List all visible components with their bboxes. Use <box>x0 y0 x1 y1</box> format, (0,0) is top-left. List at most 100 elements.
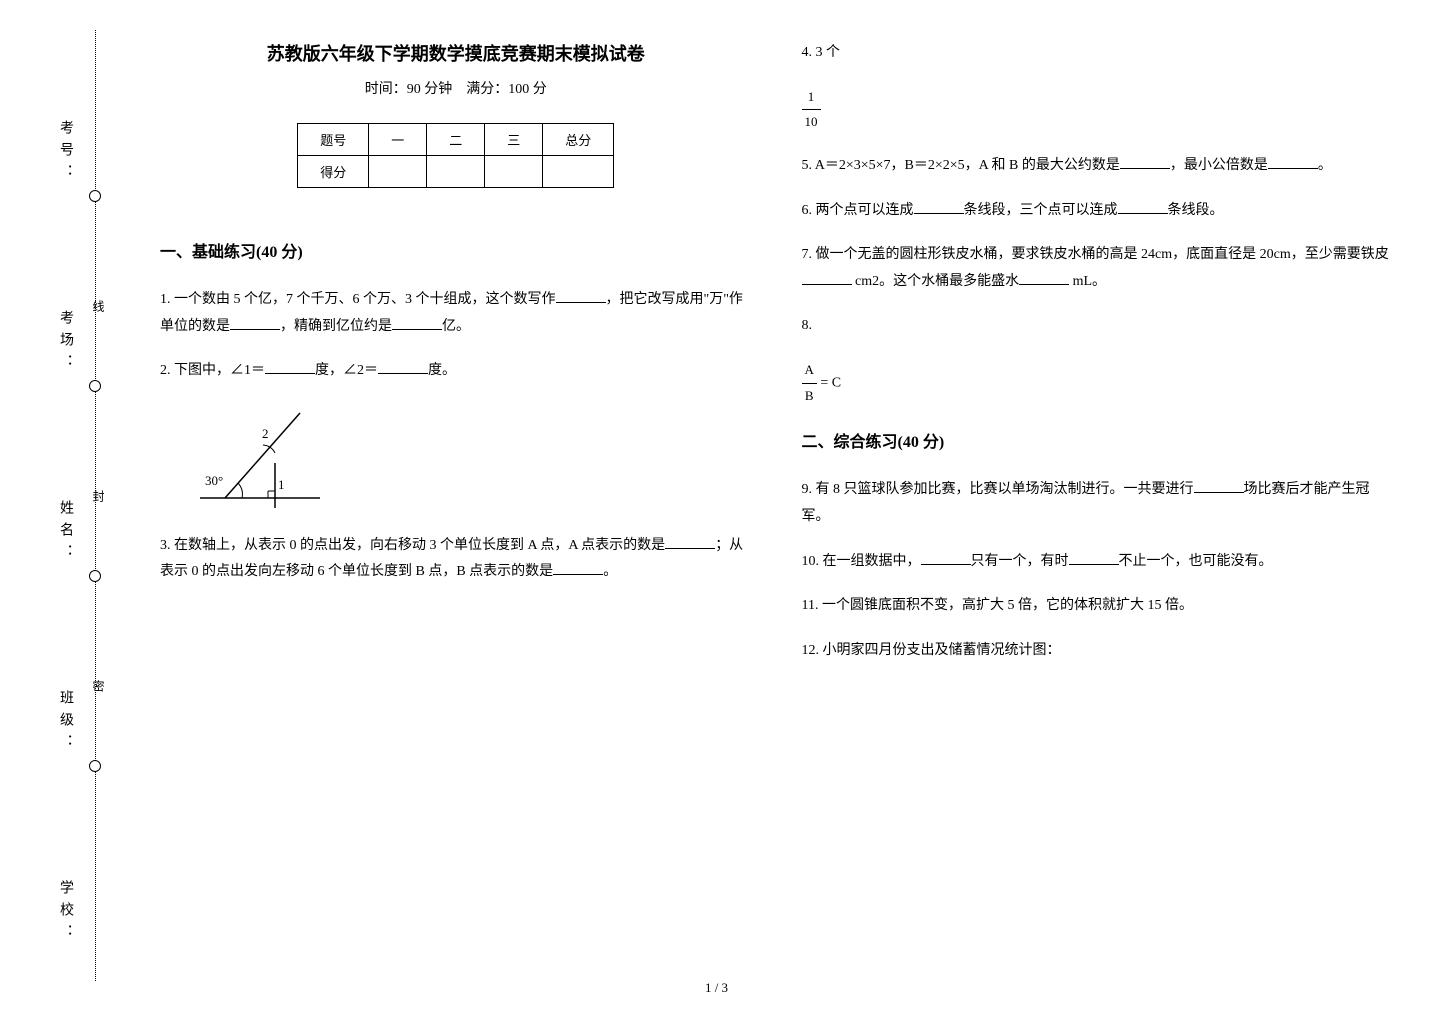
qtext: 。 <box>1318 158 1332 173</box>
seal-char: 封 <box>90 490 107 514</box>
qtext: 做一个无盖的圆柱形铁皮水桶，要求铁皮水桶的高是 24cm，底面直径是 20cm，… <box>816 247 1389 262</box>
blank <box>914 198 964 214</box>
qtext: 下图中，∠1＝ <box>174 363 265 378</box>
qtext: 条线段。 <box>1168 203 1224 218</box>
denominator: B <box>802 384 817 409</box>
td <box>427 156 485 188</box>
qtext: mL。 <box>1069 274 1106 289</box>
left-column: 苏教版六年级下学期数学摸底竞赛期末模拟试卷 时间：90 分钟 满分：100 分 … <box>160 40 752 682</box>
th: 一 <box>369 124 427 156</box>
th: 二 <box>427 124 485 156</box>
th: 三 <box>485 124 543 156</box>
qtext: 两个点可以连成 <box>816 203 914 218</box>
qtext: 一个数由 5 个亿，7 个千万、6 个万、3 个十组成，这个数写作 <box>174 292 556 307</box>
question-11: 11. 一个圆锥底面积不变，高扩大 5 倍，它的体积就扩大 15 倍。 <box>802 593 1394 620</box>
qtext: 只有一个，有时 <box>971 554 1069 569</box>
circle-marker <box>89 570 101 582</box>
question-10: 10. 在一组数据中， 只有一个，有时 不止一个，也可能没有。 <box>802 549 1394 576</box>
question-8-eq: A B = C <box>802 358 1394 408</box>
right-column: 4. 3 个 1 10 5. A＝2×3×5×7，B＝2×2×5，A 和 B 的… <box>802 40 1394 682</box>
page-number: 1 / 3 <box>705 980 728 996</box>
qtext: 3 个 <box>816 45 841 60</box>
circle-marker <box>89 380 101 392</box>
qtext: A＝2×3×5×7，B＝2×2×5，A 和 B 的最大公约数是 <box>815 158 1120 173</box>
table-row: 得分 <box>298 156 614 188</box>
blank <box>1069 549 1119 565</box>
td: 得分 <box>298 156 369 188</box>
field-name: 姓名： <box>55 500 75 566</box>
question-3: 3. 在数轴上，从表示 0 的点出发，向右移动 3 个单位长度到 A 点，A 点… <box>160 533 752 586</box>
th: 总分 <box>543 124 614 156</box>
qnum: 8. <box>802 318 813 333</box>
qtext: 不止一个，也可能没有。 <box>1119 554 1273 569</box>
angle-30: 30° <box>205 473 223 488</box>
field-school: 学校： <box>55 880 75 946</box>
qtext: 在数轴上，从表示 0 的点出发，向右移动 3 个单位长度到 A 点，A 点表示的… <box>174 538 665 553</box>
numerator: 1 <box>802 85 821 111</box>
qtext: 度。 <box>428 363 456 378</box>
qtext: 有 8 只篮球队参加比赛，比赛以单场淘汰制进行。一共要进行 <box>816 482 1194 497</box>
qnum: 4. <box>802 45 813 60</box>
question-5: 5. A＝2×3×5×7，B＝2×2×5，A 和 B 的最大公约数是，最小公倍数… <box>802 153 1394 180</box>
question-4: 4. 3 个 <box>802 40 1394 67</box>
qtext: cm2。这个水桶最多能盛水 <box>852 274 1020 289</box>
qtext: 小明家四月份支出及储蓄情况统计图： <box>823 643 1061 658</box>
question-8: 8. <box>802 313 1394 340</box>
blank <box>230 314 280 330</box>
section1-title: 一、基础练习(40 分) <box>160 238 752 262</box>
td <box>369 156 427 188</box>
angle-diagram: 30° 1 2 <box>190 403 752 518</box>
qnum: 10. <box>802 554 820 569</box>
qtext: 条线段，三个点可以连成 <box>964 203 1118 218</box>
qtext: ，最小公倍数是 <box>1170 158 1268 173</box>
table-row: 题号 一 二 三 总分 <box>298 124 614 156</box>
fraction: 1 10 <box>802 85 821 135</box>
question-2: 2. 下图中，∠1＝度，∠2＝度。 <box>160 358 752 385</box>
question-12: 12. 小明家四月份支出及储蓄情况统计图： <box>802 638 1394 665</box>
qnum: 11. <box>802 598 819 613</box>
qnum: 12. <box>802 643 820 658</box>
blank <box>1019 269 1069 285</box>
circle-marker <box>89 760 101 772</box>
qtext: 在一组数据中， <box>823 554 921 569</box>
angle-1: 1 <box>278 477 285 492</box>
field-class: 班级： <box>55 690 75 756</box>
blank <box>921 549 971 565</box>
field-exam-id: 考号： <box>55 120 75 186</box>
score-table: 题号 一 二 三 总分 得分 <box>297 123 614 188</box>
td <box>485 156 543 188</box>
qtext: 度，∠2＝ <box>315 363 378 378</box>
seal-char: 密 <box>90 680 107 704</box>
eq-text: = C <box>817 375 841 390</box>
page-content: 苏教版六年级下学期数学摸底竞赛期末模拟试卷 时间：90 分钟 满分：100 分 … <box>160 0 1433 702</box>
qnum: 3. <box>160 538 171 553</box>
qtext: 亿。 <box>442 319 470 334</box>
question-4-frac: 1 10 <box>802 85 1394 135</box>
numerator: A <box>802 358 817 384</box>
blank <box>1268 153 1318 169</box>
question-7: 7. 做一个无盖的圆柱形铁皮水桶，要求铁皮水桶的高是 24cm，底面直径是 20… <box>802 242 1394 295</box>
blank <box>378 358 428 374</box>
qnum: 6. <box>802 203 813 218</box>
question-1: 1. 一个数由 5 个亿，7 个千万、6 个万、3 个十组成，这个数写作，把它改… <box>160 287 752 340</box>
qtext: 。 <box>603 564 617 579</box>
td <box>543 156 614 188</box>
blank <box>392 314 442 330</box>
qnum: 1. <box>160 292 171 307</box>
qnum: 9. <box>802 482 813 497</box>
blank <box>556 287 606 303</box>
qtext: 一个圆锥底面积不变，高扩大 5 倍，它的体积就扩大 15 倍。 <box>822 598 1193 613</box>
qnum: 7. <box>802 247 813 262</box>
exam-title: 苏教版六年级下学期数学摸底竞赛期末模拟试卷 <box>160 40 752 66</box>
section2-title: 二、综合练习(40 分) <box>802 428 1394 452</box>
binding-sidebar: 密 封 线 考号： 考场： 姓名： 班级： 学校： <box>0 0 150 1011</box>
qtext: ，精确到亿位约是 <box>280 319 392 334</box>
denominator: 10 <box>802 110 821 135</box>
blank <box>265 358 315 374</box>
field-exam-room: 考场： <box>55 310 75 376</box>
exam-subtitle: 时间：90 分钟 满分：100 分 <box>160 78 752 98</box>
seal-char: 线 <box>90 300 107 324</box>
blank <box>1120 153 1170 169</box>
question-9: 9. 有 8 只篮球队参加比赛，比赛以单场淘汰制进行。一共要进行场比赛后才能产生… <box>802 477 1394 530</box>
circle-marker <box>89 190 101 202</box>
